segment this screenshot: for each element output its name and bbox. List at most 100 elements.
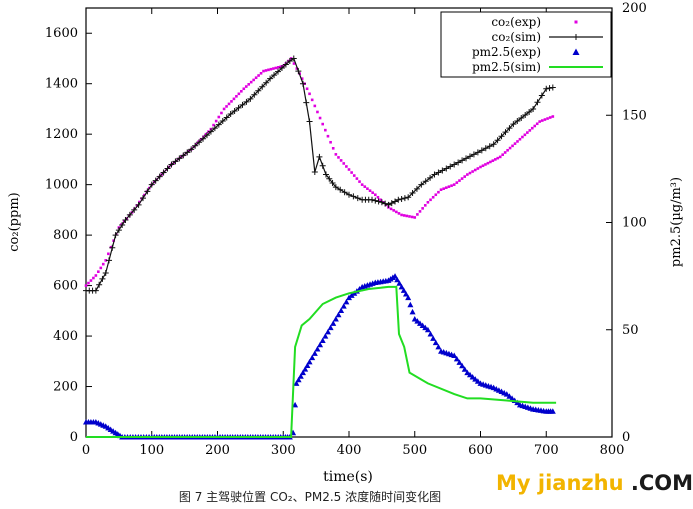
series-0-point-103 [345, 165, 348, 168]
x-tick-label-500: 500 [402, 443, 427, 458]
series-1-marker-9 [112, 232, 119, 239]
series-2-point-156 [474, 378, 481, 384]
series-1-marker-19 [152, 177, 159, 184]
series-0-point-183 [551, 115, 555, 118]
series-0-point-156 [484, 163, 487, 166]
series-2-point-153 [466, 371, 473, 378]
series-0-point-60 [235, 95, 238, 98]
series-0-point-9 [107, 252, 110, 256]
series-1-marker-87 [413, 185, 420, 192]
series-0-point-134 [426, 201, 430, 204]
series-0-point-65 [247, 83, 251, 86]
series-0-point-174 [528, 129, 532, 132]
series-0-point-171 [521, 135, 524, 139]
series-1-marker-104 [482, 145, 489, 152]
series-0-point-68 [254, 76, 258, 80]
series-1-marker-92 [435, 169, 442, 176]
series-1-marker-8 [109, 244, 116, 251]
y-left-tick-label-400: 400 [53, 329, 78, 344]
series-0-point-92 [316, 110, 319, 114]
series-0-point-101 [339, 159, 343, 162]
series-1-marker-79 [385, 201, 392, 208]
series-2-point-130 [407, 301, 414, 308]
series-1-marker-51 [278, 65, 285, 72]
series-0-point-111 [366, 187, 369, 190]
series-2-point-152 [464, 369, 471, 376]
series-0-point-173 [526, 131, 529, 134]
series-1-marker-67 [341, 189, 348, 196]
series-0-point-110 [363, 185, 367, 188]
series-1-marker-101 [470, 151, 477, 158]
series-1-marker-26 [180, 152, 187, 159]
y-right-tick-label-0: 0 [622, 430, 630, 445]
series-2-point-169 [509, 395, 516, 401]
series-1-marker-66 [337, 186, 344, 193]
y-left-tick-label-200: 200 [53, 380, 78, 395]
y-axis-left-label: co₂(ppm) [7, 192, 22, 251]
series-0-point-102 [342, 162, 346, 165]
series-1-marker-16 [139, 195, 146, 202]
series-1-marker-40 [235, 104, 242, 111]
series-1-marker-88 [418, 181, 425, 188]
series-0-point-48 [204, 132, 208, 136]
watermark-part1: My jianzhu [496, 471, 631, 495]
series-1-marker-62 [322, 171, 329, 178]
series-0-point-113 [371, 191, 374, 195]
series-0-point-99 [334, 153, 338, 156]
series-1-marker-34 [211, 125, 218, 132]
series-1-marker-11 [119, 222, 126, 229]
series-2-point-95 [319, 337, 326, 343]
series-2-point-97 [324, 328, 331, 335]
series-0-point-59 [232, 97, 236, 101]
series-2-point-168 [506, 393, 513, 399]
series-1-marker-30 [196, 139, 203, 146]
series-0-point-53 [217, 115, 221, 119]
series-0-point-91 [313, 104, 317, 108]
series-2-point-87 [299, 369, 306, 376]
series-0-point-67 [252, 78, 255, 82]
series-1-marker-17 [144, 188, 151, 195]
series-2-point-140 [432, 339, 439, 346]
series-0-point-144 [452, 183, 456, 186]
series-1-marker-45 [255, 87, 262, 94]
series-0-point-52 [214, 119, 218, 123]
series-0-point-154 [479, 165, 482, 169]
series-2-point-90 [306, 358, 313, 365]
series-0-point-131 [418, 210, 422, 213]
series-1-marker-60 [316, 153, 323, 160]
x-tick-label-400: 400 [337, 443, 362, 458]
series-0-point-170 [518, 137, 522, 141]
series-1-marker-5 [99, 275, 106, 282]
series-2-point-92 [311, 350, 318, 356]
series-1-marker-112 [514, 118, 521, 125]
series-2-point-167 [503, 391, 510, 397]
series-0-point-63 [242, 87, 246, 91]
series-1-marker-93 [439, 167, 446, 174]
series-2-point-185 [549, 408, 556, 414]
series-0-point-106 [352, 174, 356, 177]
legend-label-1: co₂(sim) [492, 30, 542, 44]
watermark: My jianzhu .COM [496, 471, 693, 495]
series-1-marker-99 [463, 155, 470, 162]
series-0-point-74 [269, 67, 273, 71]
series-0-point-120 [389, 207, 393, 211]
series-0-point-76 [274, 66, 278, 70]
series-1-marker-118 [538, 92, 545, 99]
series-1-marker-44 [251, 91, 258, 98]
series-0-point-61 [237, 92, 241, 96]
series-2-point-93 [314, 346, 321, 352]
series-0-point-21 [138, 200, 141, 204]
series-layer [83, 55, 557, 440]
series-1-marker-107 [494, 137, 501, 144]
series-0-point-77 [277, 66, 280, 69]
series-0-point-66 [249, 80, 253, 84]
series-0-point-56 [225, 105, 228, 108]
series-1-marker-64 [329, 179, 336, 186]
series-1-marker-119 [543, 85, 550, 92]
series-2-point-154 [469, 373, 476, 380]
series-1-marker-20 [156, 173, 163, 180]
series-0-point-149 [466, 173, 469, 176]
series-1-marker-50 [274, 68, 281, 75]
series-0-point-138 [437, 190, 440, 194]
series-2-point-150 [459, 362, 466, 369]
